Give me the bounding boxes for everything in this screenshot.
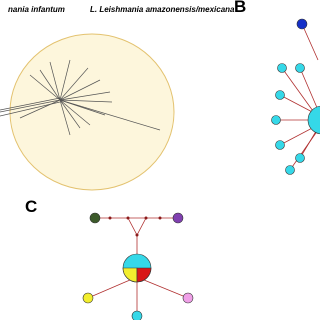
panel-b: B — [234, 0, 320, 175]
panel-letter: C — [25, 197, 37, 216]
panel-letter: B — [234, 0, 246, 16]
clade-label: nania infantum — [8, 5, 65, 14]
clade-label: L. Leishmania amazonensis/mexicana — [90, 5, 235, 14]
cluster-ellipse — [9, 33, 175, 191]
phylo-tree — [0, 59, 161, 136]
panel-a: nania infantum L. Leishmania amazonensis… — [0, 5, 235, 191]
panel-c: C — [25, 197, 194, 320]
